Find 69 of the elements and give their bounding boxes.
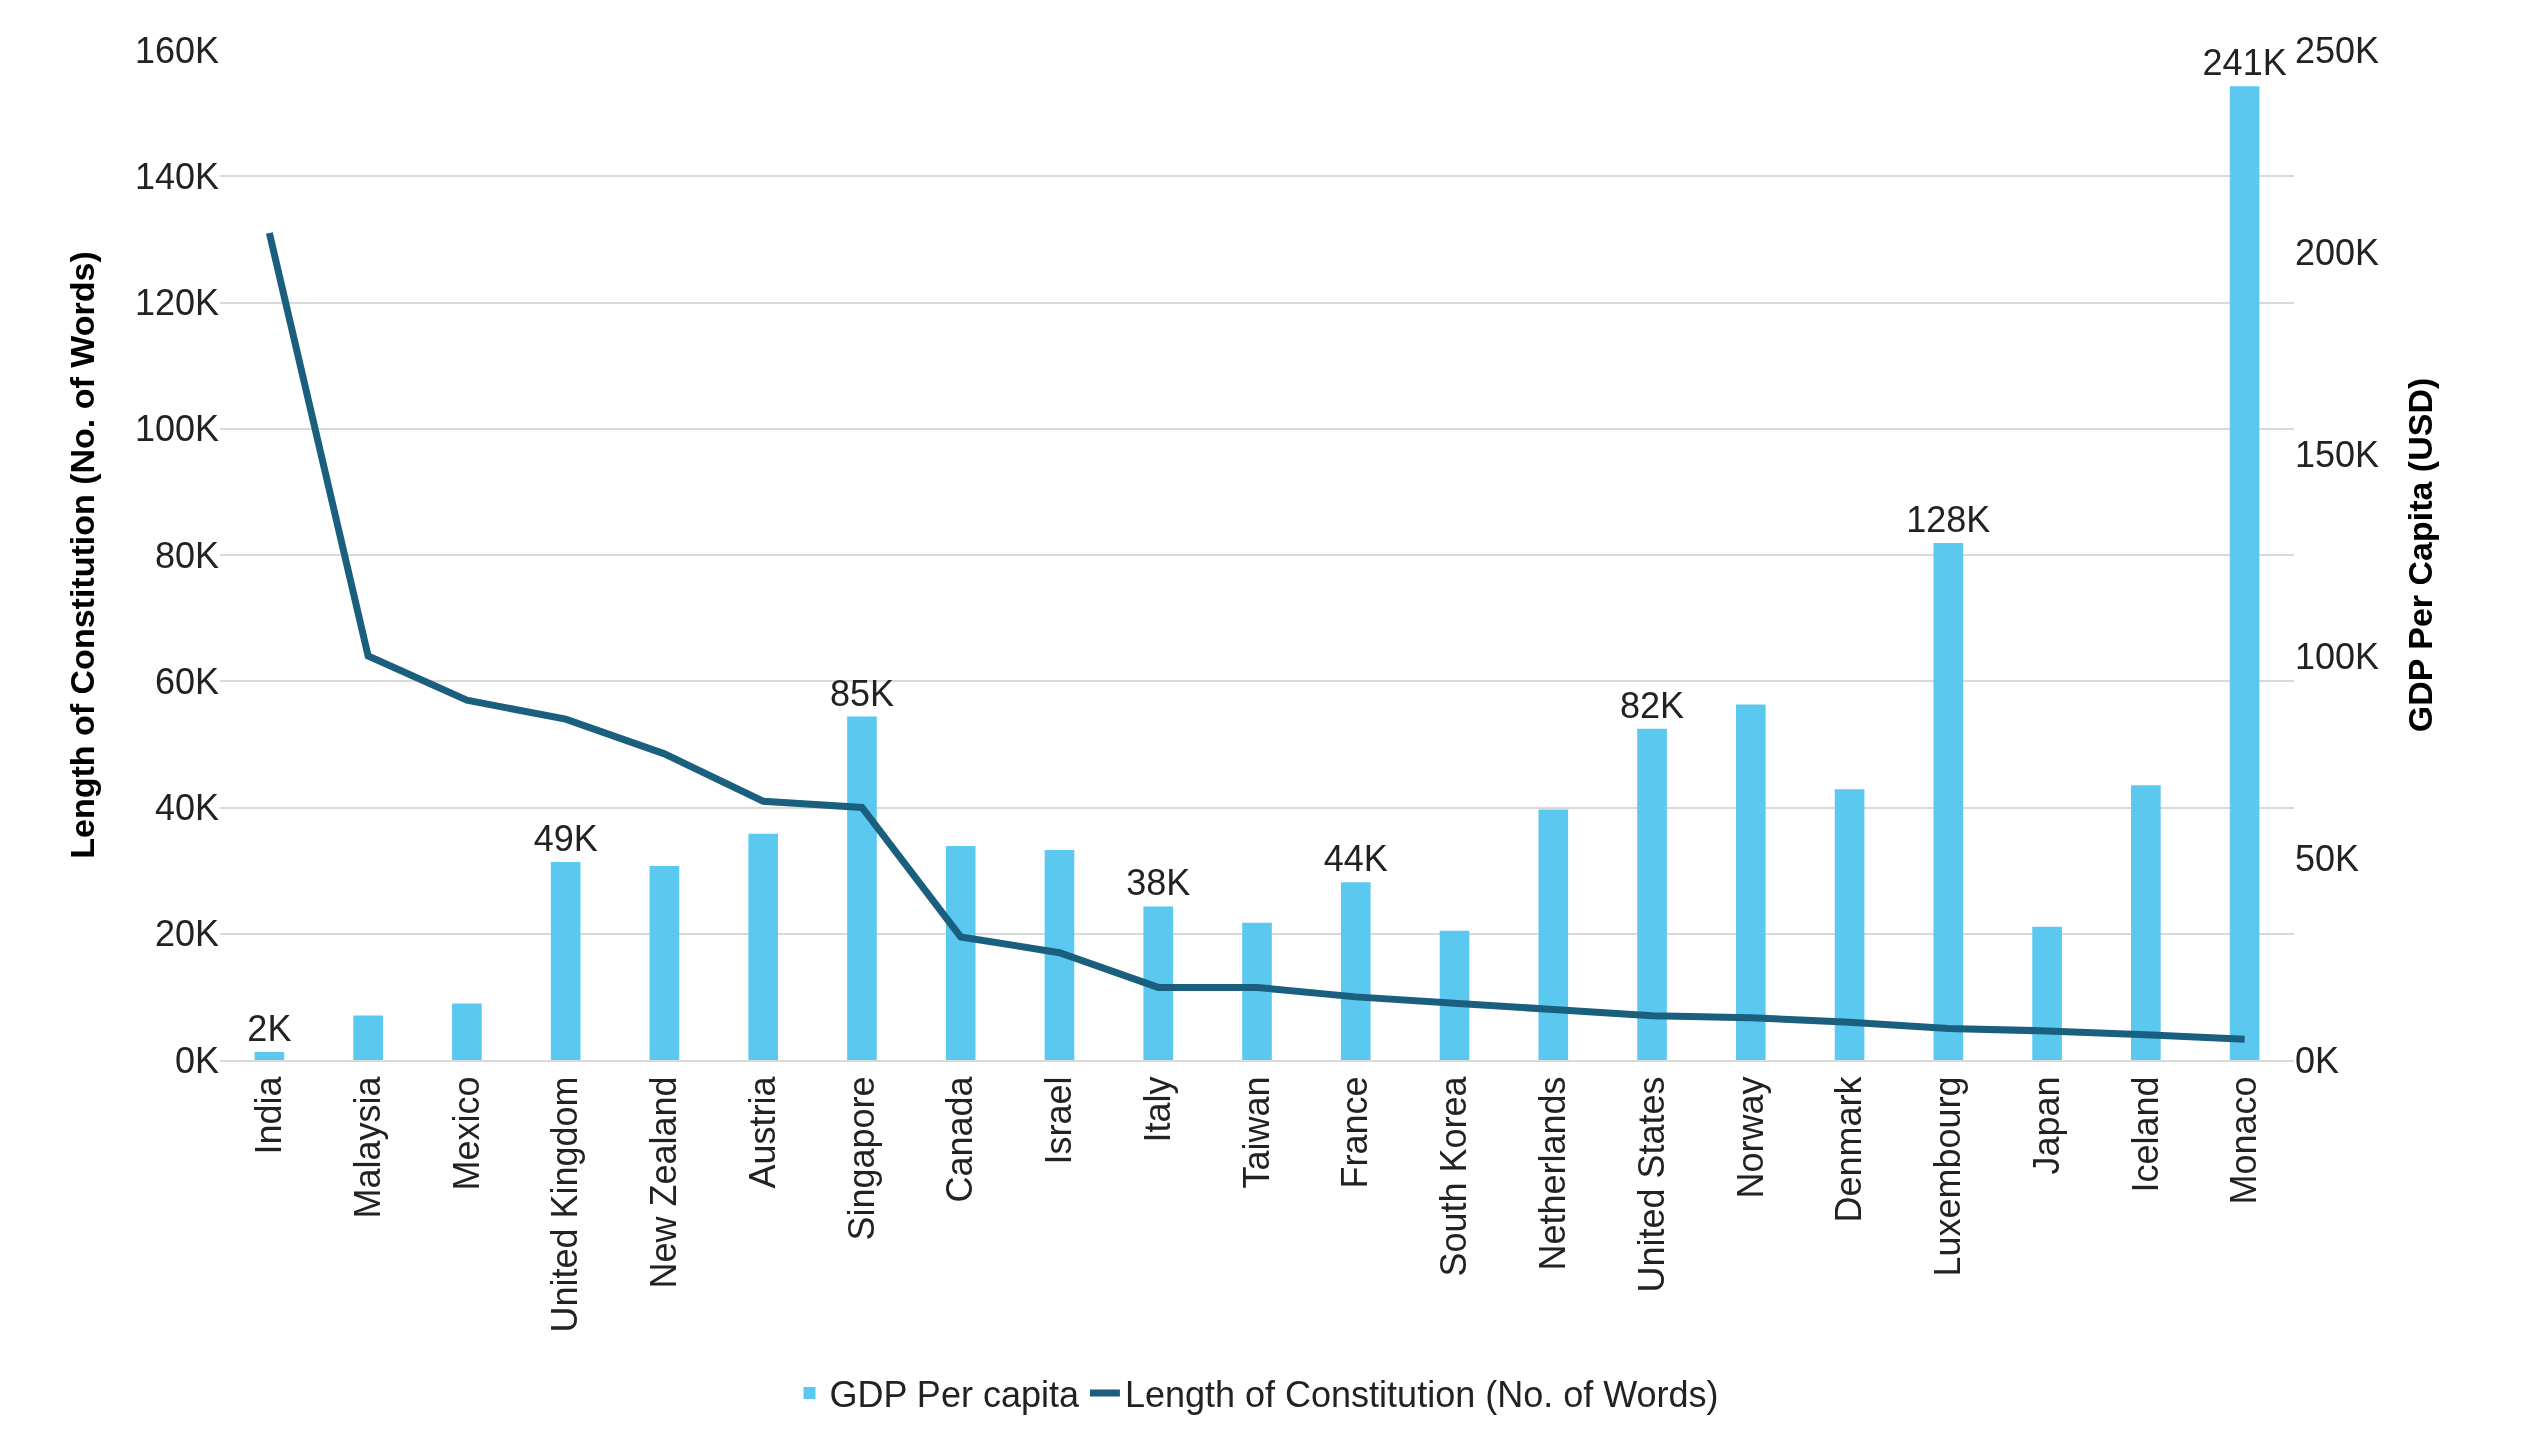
x-tick-label: Iceland [2124,1076,2166,1193]
data-label: 2K [247,1007,292,1049]
y2-tick-label: 50K [2295,837,2360,879]
y-tick-label: 40K [154,787,219,829]
bar [945,845,976,1060]
data-label: 241K [2202,42,2287,84]
bar [2131,785,2161,1060]
data-label: 128K [1906,498,1991,540]
bar [1834,789,1865,1060]
x-tick-label: Israel [1038,1076,1080,1165]
bar [748,833,778,1060]
x-tick-label: New Zealand [643,1076,685,1289]
x-tick-label: Japan [2025,1076,2067,1175]
bar [2032,926,2062,1060]
bar [1242,922,1272,1060]
x-tick-label: Austria [741,1075,783,1189]
bar [1143,906,1174,1060]
x-tick-label: Monaco [2223,1076,2265,1205]
bar [2229,86,2260,1060]
bar [1736,704,1766,1060]
x-tick-label: Malaysia [346,1075,388,1219]
data-label: 49K [533,818,598,860]
y-tick-label: 80K [154,534,219,576]
bar [452,1003,482,1060]
y-tick-label: 140K [134,155,219,197]
x-tick-label: Netherlands [1531,1076,1573,1271]
y2-tick-label: 0K [2295,1039,2340,1081]
x-tick-label: Taiwan [1235,1076,1277,1189]
bar [1044,849,1075,1060]
y-tick-label: 100K [134,408,219,450]
data-label: 38K [1126,862,1191,904]
x-tick-label: Norway [1729,1076,1771,1199]
y-tick-label: 20K [154,913,219,955]
bar [353,1015,383,1060]
x-tick-label: Italy [1136,1076,1178,1143]
bar [847,716,877,1060]
y2-tick-label: 200K [2295,231,2380,273]
x-tick-label: France [1334,1076,1376,1189]
x-tick-label: Singapore [840,1076,882,1241]
y-tick-label: 120K [134,282,219,324]
y-tick-label: 160K [134,29,219,71]
y2-axis-title: GDP Per Capita (USD) [2401,377,2440,733]
data-label: 44K [1323,838,1388,880]
x-tick-label: Mexico [445,1076,487,1191]
bar [649,866,680,1060]
bar [1439,930,1470,1060]
x-tick-label: United Kingdom [544,1076,586,1333]
y-axis-title: Length of Constitution (No. of Words) [62,251,101,859]
y2-tick-label: 250K [2295,29,2380,71]
x-tick-label: Luxembourg [1927,1076,1969,1277]
bar [550,862,581,1060]
x-tick-label: India [248,1075,290,1155]
bar [1637,728,1667,1060]
data-label: 82K [1620,684,1685,726]
x-tick-label: South Korea [1433,1075,1475,1277]
legend-label: GDP Per capita [829,1373,1080,1415]
x-tick-label: Denmark [1828,1075,1870,1223]
bar [254,1051,285,1060]
y-tick-label: 0K [174,1039,219,1081]
legend-label: Length of Constitution (No. of Words) [1124,1373,1719,1415]
data-label: 85K [829,672,894,714]
bar [1933,542,1964,1060]
y2-tick-label: 150K [2295,433,2380,475]
bar [1340,882,1371,1060]
x-tick-label: Canada [939,1075,981,1203]
bar [1538,809,1569,1060]
y2-tick-label: 100K [2295,635,2380,677]
y-tick-label: 60K [154,660,219,702]
x-tick-label: United States [1630,1076,1672,1293]
